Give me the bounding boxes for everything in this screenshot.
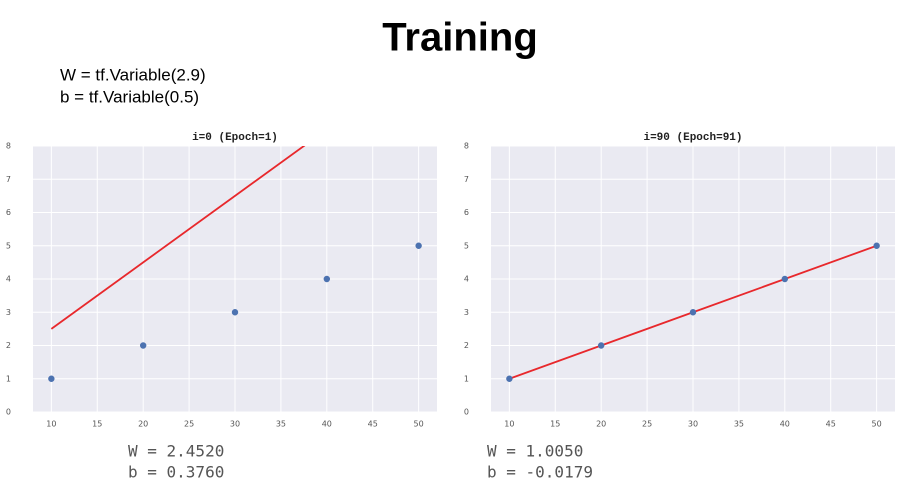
x-tick-label: 10 bbox=[46, 420, 56, 429]
y-tick-label: 6 bbox=[464, 208, 469, 217]
y-tick-label: 1 bbox=[6, 374, 11, 383]
data-point bbox=[689, 309, 697, 316]
y-tick-label: 6 bbox=[6, 208, 11, 217]
data-point bbox=[781, 275, 789, 283]
y-tick-label: 7 bbox=[464, 175, 469, 184]
y-tick-label: 4 bbox=[464, 275, 469, 284]
y-tick-label: 5 bbox=[6, 241, 11, 250]
code-line: b = tf.Variable(0.5) bbox=[60, 87, 199, 106]
y-tick-label: 7 bbox=[6, 175, 11, 184]
x-tick-label: 50 bbox=[414, 420, 424, 429]
x-tick-label: 15 bbox=[92, 420, 102, 429]
chart-title: i=0 (Epoch=1) bbox=[192, 132, 278, 144]
y-tick-label: 2 bbox=[6, 341, 11, 350]
x-tick-label: 40 bbox=[780, 420, 790, 429]
y-tick-label: 0 bbox=[464, 408, 469, 417]
code-line: W = tf.Variable(2.9) bbox=[60, 65, 206, 84]
data-point bbox=[415, 242, 422, 249]
x-tick-label: 45 bbox=[826, 420, 836, 429]
annotation: W = 1.0050 bbox=[487, 442, 583, 461]
data-point bbox=[597, 342, 605, 349]
annotation: b = 0.3760 bbox=[128, 463, 224, 482]
x-tick-label: 45 bbox=[368, 420, 378, 429]
data-point bbox=[48, 375, 55, 382]
x-tick-label: 25 bbox=[642, 420, 652, 429]
x-tick-label: 15 bbox=[550, 420, 560, 429]
y-tick-label: 8 bbox=[6, 142, 11, 151]
fit-line bbox=[50, 146, 306, 330]
x-tick-label: 30 bbox=[688, 420, 698, 429]
x-tick-label: 25 bbox=[184, 420, 194, 429]
data-point bbox=[506, 375, 513, 382]
x-tick-label: 10 bbox=[504, 420, 514, 429]
y-tick-label: 2 bbox=[464, 341, 469, 350]
x-tick-label: 35 bbox=[734, 420, 744, 429]
slide-title: Training bbox=[382, 16, 538, 60]
y-tick-label: 3 bbox=[464, 308, 469, 317]
data-point bbox=[231, 309, 239, 316]
y-tick-label: 5 bbox=[464, 241, 469, 250]
data-point bbox=[873, 242, 880, 249]
x-tick-label: 20 bbox=[138, 420, 148, 429]
x-tick-label: 20 bbox=[596, 420, 606, 429]
y-tick-label: 0 bbox=[6, 408, 11, 417]
y-tick-label: 8 bbox=[464, 142, 469, 151]
annotation: b = -0.0179 bbox=[487, 463, 593, 482]
chart-title: i=90 (Epoch=91) bbox=[643, 132, 742, 144]
y-tick-label: 4 bbox=[6, 275, 11, 284]
x-tick-label: 35 bbox=[276, 420, 286, 429]
data-point bbox=[323, 275, 331, 283]
x-tick-label: 40 bbox=[322, 420, 332, 429]
x-tick-label: 30 bbox=[230, 420, 240, 429]
annotation: W = 2.4520 bbox=[128, 442, 224, 461]
x-tick-label: 50 bbox=[872, 420, 882, 429]
y-tick-label: 3 bbox=[6, 308, 11, 317]
data-point bbox=[139, 342, 147, 349]
y-tick-label: 1 bbox=[464, 374, 469, 383]
